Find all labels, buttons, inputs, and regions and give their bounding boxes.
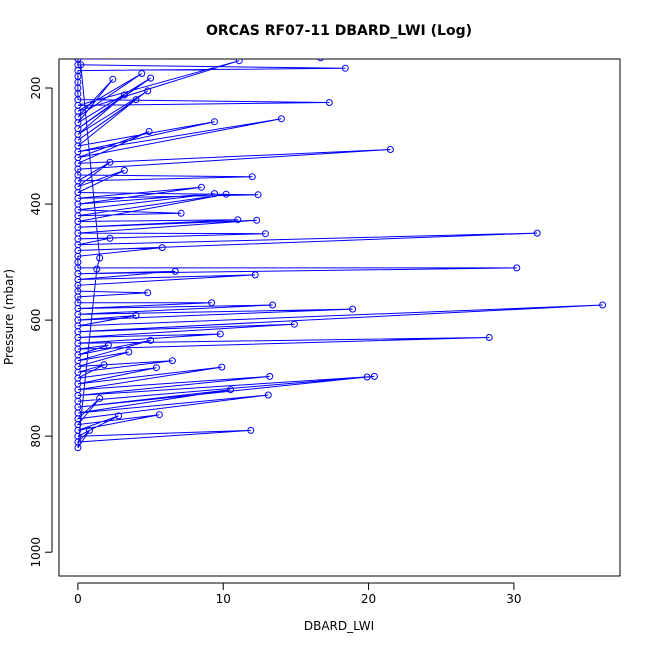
data-point (317, 59, 324, 62)
x-tick-label: 0 (74, 592, 82, 606)
data-point (485, 334, 493, 341)
data-point (290, 320, 298, 328)
y-tick-label: 400 (29, 193, 43, 216)
data-point (145, 128, 153, 135)
data-point (533, 229, 541, 237)
data-point (341, 64, 349, 72)
data-point (599, 301, 607, 309)
data-point (370, 372, 378, 380)
data-point (277, 115, 285, 123)
data-point (325, 99, 333, 106)
data-point (120, 91, 128, 99)
data-point (171, 267, 179, 275)
data-point (74, 444, 82, 452)
data-point (96, 254, 104, 262)
data-point (132, 312, 140, 319)
data-point (218, 363, 226, 371)
y-tick-label: 600 (29, 309, 43, 332)
data-point (177, 209, 185, 217)
data-point (104, 341, 112, 349)
data-point (100, 361, 108, 369)
x-axis-label: DBARD_LWI (304, 619, 374, 633)
data-point (269, 301, 277, 309)
data-point (93, 265, 101, 273)
data-point (138, 70, 146, 77)
y-axis-label: Pressure (mbar) (2, 269, 16, 365)
data-point (208, 299, 216, 307)
y-axis: 200 400 600 800 1000 (29, 77, 53, 568)
data-point (158, 244, 166, 252)
plot-area (74, 59, 607, 452)
data-point (106, 158, 114, 166)
data-point (96, 394, 104, 402)
data-point (235, 59, 243, 65)
data-point (264, 391, 272, 399)
series-line (76, 59, 603, 449)
data-point (247, 426, 255, 434)
data-point (120, 166, 128, 174)
data-point (253, 216, 261, 224)
data-point (144, 289, 152, 297)
data-point (77, 61, 85, 69)
data-point (197, 183, 205, 191)
plot-frame (58, 58, 621, 577)
data-point (106, 234, 114, 242)
y-tick-label: 200 (29, 77, 43, 100)
data-point (109, 75, 117, 83)
data-point (513, 264, 521, 272)
y-tick-label: 1000 (29, 537, 43, 568)
x-axis: 0 10 20 30 (74, 582, 522, 606)
x-tick-label: 10 (216, 592, 231, 606)
data-point (266, 372, 274, 380)
data-point (86, 426, 93, 434)
x-tick-label: 20 (361, 592, 376, 606)
x-tick-label: 30 (506, 592, 521, 606)
data-point (168, 357, 176, 365)
data-point (227, 386, 234, 394)
data-point (147, 336, 155, 344)
data-point (251, 271, 259, 279)
data-point (155, 411, 163, 419)
data-point (152, 364, 160, 372)
data-point (125, 348, 133, 356)
chart-title: ORCAS RF07-11 DBARD_LWI (Log) (206, 23, 472, 39)
data-point (211, 118, 218, 126)
data-point (349, 305, 357, 313)
data-point (216, 330, 224, 338)
data-point (147, 74, 155, 82)
data-point (115, 412, 123, 420)
data-point (144, 87, 152, 95)
y-tick-label: 800 (29, 425, 43, 448)
data-point (132, 96, 140, 104)
data-point (386, 146, 394, 153)
data-point (254, 191, 262, 199)
data-point (261, 230, 269, 238)
data-point (222, 190, 230, 198)
data-point (248, 173, 256, 181)
data-point (234, 216, 242, 224)
data-point (363, 373, 371, 381)
data-point (211, 190, 218, 198)
